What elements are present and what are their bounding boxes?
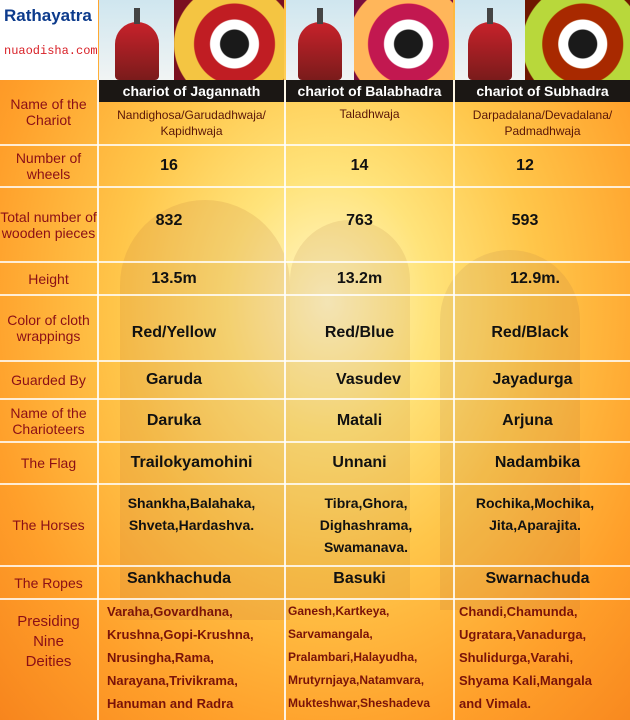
- subhadra-wooden-pieces: 593: [511, 212, 539, 229]
- row-divider: [0, 144, 630, 146]
- jagannath-rope: Sankhachuda: [126, 570, 232, 587]
- row-label-wooden-pieces: Total number of wooden pieces: [0, 208, 97, 241]
- row-divider: [0, 565, 630, 567]
- column-divider: [453, 80, 455, 720]
- row-label-horses: The Horses: [12, 517, 85, 533]
- row-label-name: Name of the Chariot: [10, 96, 87, 128]
- balabhadra-wheels: 14: [350, 157, 369, 174]
- jagannath-wheels: 16: [160, 157, 178, 174]
- jagannath-charioteer: Daruka: [146, 411, 202, 429]
- balabhadra-deities: Ganesh,Kartkeya, Sarvamangala, Pralambar…: [288, 604, 431, 710]
- subhadra-cloth-color: Red/Black: [491, 324, 569, 341]
- subhadra-chariot-photo: [455, 0, 630, 80]
- balabhadra-rope: Basuki: [333, 570, 386, 587]
- jagannath-column-header: chariot of Jagannath: [99, 80, 284, 102]
- balabhadra-chariot-photo: [286, 0, 453, 80]
- row-divider: [0, 598, 630, 600]
- balabhadra-flag: Unnani: [332, 454, 387, 471]
- temple-silhouette: [120, 200, 290, 620]
- row-label-charioteers: Name of the Charioteers: [10, 404, 87, 437]
- jagannath-deities: Varaha,Govardhana, Krushna,Gopi-Krushna,…: [107, 604, 254, 711]
- row-divider: [0, 441, 630, 443]
- balabhadra-column-header: chariot of Balabhadra: [286, 80, 453, 102]
- row-label-guarded-by: Guarded By: [11, 372, 86, 388]
- subhadra-rope: Swarnachuda: [485, 570, 590, 587]
- row-label-deities: Presiding Nine Deities: [17, 613, 80, 670]
- jagannath-flag: Trailokyamohini: [130, 454, 253, 471]
- subhadra-charioteer: Arjuna: [502, 411, 553, 429]
- source-url: nuaodisha.com: [4, 44, 98, 58]
- subhadra-wheels: 12: [516, 157, 534, 174]
- balabhadra-height: 13.2m: [336, 269, 383, 287]
- balabhadra-guardian: Vasudev: [336, 371, 401, 388]
- balabhadra-chariot-name: Taladhwaja: [339, 107, 400, 121]
- balabhadra-wooden-pieces: 763: [346, 212, 373, 229]
- subhadra-chariot-name: Darpadalana/Devadalana/ Padmadhwaja: [472, 108, 613, 138]
- row-divider: [0, 261, 630, 263]
- poster-title: Rathayatra: [4, 6, 92, 25]
- row-divider: [0, 483, 630, 485]
- row-label-flag: The Flag: [20, 455, 77, 471]
- row-divider: [0, 398, 630, 400]
- row-divider: [0, 186, 630, 188]
- column-divider: [284, 80, 286, 720]
- row-label-wheels: Number of wheels: [15, 150, 82, 182]
- jagannath-guardian: Garuda: [145, 371, 202, 388]
- row-label-ropes: The Ropes: [14, 574, 83, 591]
- row-label-cloth-color: Color of cloth wrappings: [7, 312, 90, 344]
- jagannath-chariot-name: Nandighosa/Garudadhwaja/ Kapidhwaja: [117, 108, 266, 138]
- balabhadra-charioteer: Matali: [336, 411, 383, 429]
- temple-silhouette: [440, 250, 580, 610]
- column-divider: [97, 80, 99, 720]
- jagannath-horses: Shankha,Balahaka, Shveta,Hardashva.: [127, 495, 256, 533]
- jagannath-wooden-pieces: 832: [155, 212, 183, 229]
- row-divider: [0, 294, 630, 296]
- subhadra-horses: Rochika,Mochika, Jita,Aparajita.: [475, 495, 595, 533]
- brand-box: Rathayatra nuaodisha.com: [0, 0, 98, 80]
- subhadra-guardian: Jayadurga: [492, 371, 573, 388]
- subhadra-column-header: chariot of Subhadra: [455, 80, 630, 102]
- jagannath-height: 13.5m: [151, 269, 197, 287]
- jagannath-chariot-photo: [99, 0, 284, 80]
- subhadra-height: 12.9m.: [510, 269, 560, 287]
- subhadra-deities: Chandi,Chamunda, Ugratara,Vanadurga, Shu…: [459, 604, 592, 711]
- subhadra-flag: Nadambika: [494, 454, 581, 471]
- row-divider: [0, 360, 630, 362]
- balabhadra-horses: Tibra,Ghora, Dighashrama, Swamanava.: [319, 495, 413, 555]
- jagannath-cloth-color: Red/Yellow: [131, 324, 217, 341]
- temple-silhouette: [290, 220, 410, 600]
- row-label-height: Height: [28, 270, 69, 287]
- balabhadra-cloth-color: Red/Blue: [324, 324, 395, 341]
